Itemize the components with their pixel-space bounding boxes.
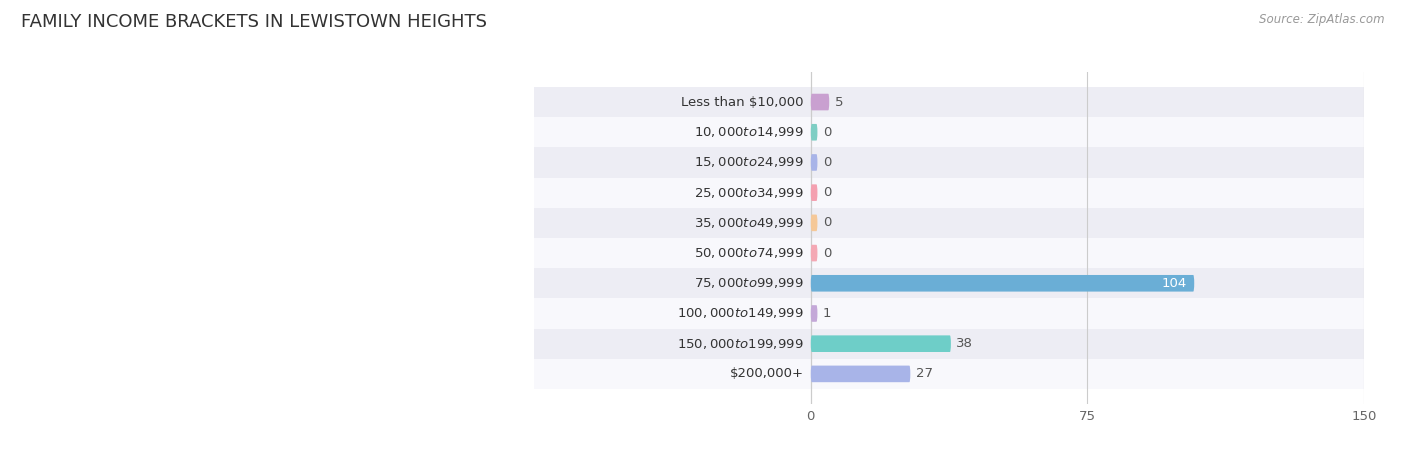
- Text: 0: 0: [823, 126, 831, 139]
- Text: 0: 0: [823, 216, 831, 229]
- FancyBboxPatch shape: [811, 305, 817, 322]
- FancyBboxPatch shape: [811, 94, 830, 110]
- Bar: [534, 87, 1364, 117]
- Bar: [534, 268, 1364, 299]
- Text: FAMILY INCOME BRACKETS IN LEWISTOWN HEIGHTS: FAMILY INCOME BRACKETS IN LEWISTOWN HEIG…: [21, 13, 486, 31]
- FancyBboxPatch shape: [811, 124, 817, 141]
- Text: $75,000 to $99,999: $75,000 to $99,999: [693, 276, 803, 290]
- Text: $150,000 to $199,999: $150,000 to $199,999: [676, 337, 803, 351]
- Bar: [534, 359, 1364, 389]
- FancyBboxPatch shape: [811, 154, 817, 171]
- Text: 1: 1: [823, 307, 831, 320]
- Text: 0: 0: [823, 247, 831, 260]
- FancyBboxPatch shape: [811, 215, 817, 231]
- Text: 0: 0: [823, 186, 831, 199]
- Text: 0: 0: [823, 156, 831, 169]
- Text: $100,000 to $149,999: $100,000 to $149,999: [676, 307, 803, 321]
- Text: Source: ZipAtlas.com: Source: ZipAtlas.com: [1260, 13, 1385, 26]
- Bar: [534, 208, 1364, 238]
- FancyBboxPatch shape: [811, 335, 950, 352]
- Text: 104: 104: [1161, 277, 1187, 290]
- Bar: [534, 238, 1364, 268]
- Text: $35,000 to $49,999: $35,000 to $49,999: [693, 216, 803, 230]
- FancyBboxPatch shape: [811, 185, 817, 201]
- Bar: [534, 329, 1364, 359]
- Text: $200,000+: $200,000+: [730, 367, 803, 380]
- Text: $10,000 to $14,999: $10,000 to $14,999: [693, 125, 803, 139]
- Bar: [534, 147, 1364, 177]
- FancyBboxPatch shape: [811, 365, 910, 382]
- Text: 27: 27: [915, 367, 932, 380]
- Text: Less than $10,000: Less than $10,000: [681, 96, 803, 109]
- Bar: [534, 117, 1364, 147]
- Bar: [534, 299, 1364, 329]
- FancyBboxPatch shape: [811, 245, 817, 261]
- Bar: [534, 177, 1364, 208]
- FancyBboxPatch shape: [811, 275, 1194, 291]
- Text: 5: 5: [835, 96, 844, 109]
- Text: $15,000 to $24,999: $15,000 to $24,999: [693, 155, 803, 169]
- Text: 38: 38: [956, 337, 973, 350]
- Text: $50,000 to $74,999: $50,000 to $74,999: [693, 246, 803, 260]
- Text: $25,000 to $34,999: $25,000 to $34,999: [693, 186, 803, 200]
